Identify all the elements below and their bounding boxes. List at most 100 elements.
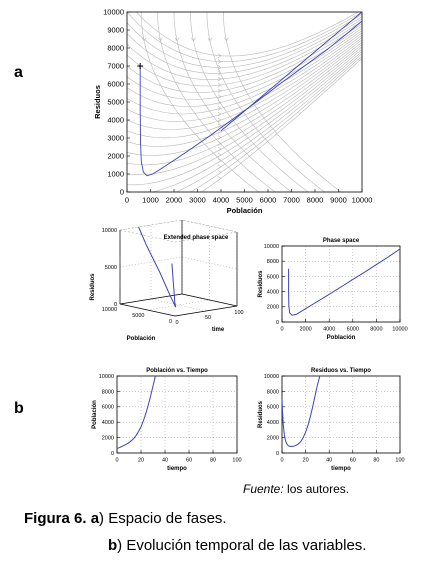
x-tick-label-b4-4: 80	[373, 458, 379, 464]
streamline-a-7	[127, 41, 362, 156]
x-tick-label-b3-4: 80	[210, 458, 216, 464]
x-axis-label-b2: Población	[327, 335, 356, 341]
x-axis-label-a: Población	[227, 206, 263, 215]
x-axis-label-b3: tiempo	[167, 466, 187, 472]
x-tick-label-a-0: 0	[125, 196, 129, 205]
y-tick-label-a-5: 5000	[107, 98, 124, 107]
stream-arrow-a-top-0	[141, 37, 147, 42]
y-tick-label-b3-1: 2000	[102, 436, 114, 442]
series-line-b2-0	[288, 248, 401, 316]
figure-caption-letter-b: b	[108, 537, 118, 554]
streamline-a-0	[201, 57, 362, 192]
y-tick-label-a-0: 0	[120, 188, 124, 197]
streamline-a-11	[127, 32, 362, 122]
stream-arrow-a-top-4	[207, 37, 213, 42]
series-line-b3-0	[116, 375, 156, 450]
streamline-a-18	[127, 16, 362, 74]
x-tick-label-b1-1: 50	[205, 315, 211, 321]
stream-arrow-a-15	[217, 88, 222, 94]
stream-arrow-a-2	[217, 164, 222, 169]
y-tick-label-b1-0: 0	[114, 302, 117, 308]
figure-caption-line-1: Figura 6. a) Espacio de fases.	[24, 510, 227, 527]
streamline-a-21	[135, 12, 359, 57]
stream-arrow-a-7	[217, 135, 222, 140]
figure-caption-text-b: ) Evolución temporal de las variables.	[117, 537, 367, 554]
stream-arrow-a-5	[217, 146, 222, 152]
y-tick-label-b4-1: 2000	[267, 436, 279, 442]
y-axis-label-a: Residuos	[93, 85, 102, 119]
figure-caption-letter-a: a	[90, 510, 100, 527]
stream-arrow-a-20	[217, 59, 222, 64]
x-axis-label-b4: tiempo	[331, 466, 351, 472]
x-tick-label-a-3: 3000	[189, 196, 206, 205]
x-tick-label-b4-5: 100	[395, 458, 404, 464]
y-tick-label-b4-4: 8000	[267, 389, 279, 395]
streamlines-a	[127, 12, 362, 192]
x-tick-label-b1-2: 100	[234, 310, 243, 316]
axis-edge-b1-1	[119, 303, 176, 317]
panel-label-b: b	[14, 400, 24, 417]
y-tick-label-b4-0: 0	[276, 451, 279, 457]
y-tick-label-b3-5: 10000	[99, 374, 114, 380]
y-tick-label-b4-5: 10000	[264, 374, 279, 380]
stream-arrow-a-top-3	[191, 37, 196, 42]
stream-arrow-a-14	[217, 94, 222, 99]
x-tick-label-b3-5: 100	[232, 458, 241, 464]
x-tick-label-b4-2: 40	[326, 458, 332, 464]
chart-title-b1: Extended phase space	[164, 235, 229, 241]
stream-arrow-a-10	[217, 117, 222, 123]
plot-frame-b2	[281, 245, 401, 323]
streamline-a-top-1	[157, 12, 276, 192]
streamline-a-top-0	[140, 12, 259, 192]
y-tick-label-b2-3: 6000	[267, 274, 279, 280]
x-tick-label-b3-1: 20	[138, 458, 144, 464]
stream-arrow-a-1	[217, 170, 222, 175]
y-tick-label-b1-1: 5000	[105, 265, 117, 271]
gridline-b1-floor-p-1	[147, 299, 210, 311]
streamline-a-15	[127, 23, 362, 93]
y-tick-label-b1-2: 10000	[102, 228, 117, 234]
streamline-a-top-2	[173, 12, 292, 192]
plot-frame-a	[126, 11, 363, 193]
streamline-a-16	[127, 20, 362, 87]
x-tick-label-a-7: 7000	[283, 196, 300, 205]
y-tick-label-b2-5: 10000	[264, 244, 279, 250]
y-tick-label-a-10: 10000	[103, 8, 124, 17]
gridline-b1-r-2	[119, 219, 238, 233]
x-tick-label-b3-2: 40	[162, 458, 168, 464]
streamline-a-12	[127, 30, 362, 115]
streamline-a-17	[127, 18, 362, 80]
y-tick-label-b3-0: 0	[111, 451, 114, 457]
x-tick-label-b4-1: 20	[303, 458, 309, 464]
y-tick-label-a-8: 8000	[107, 44, 124, 53]
x-axis-label-b1: time	[212, 327, 225, 333]
start-marker-a	[137, 63, 144, 69]
streamline-a-4	[127, 48, 362, 186]
figure-caption-label: Figura 6.	[24, 510, 87, 527]
x-tick-label-a-1: 1000	[142, 196, 159, 205]
y-tick-label-b2-4: 8000	[267, 259, 279, 265]
series-line-b4-0	[281, 375, 321, 448]
streamline-a-10	[127, 34, 362, 130]
y-tick-label-b3-2: 4000	[102, 420, 114, 426]
y-tick-label-a-7: 7000	[107, 62, 124, 71]
y-tick-label-b2-2: 4000	[267, 290, 279, 296]
figure-caption-text-a: ) Espacio de fases.	[99, 510, 227, 527]
series-line-a-0	[139, 20, 363, 177]
x-tick-label-a-8: 8000	[307, 196, 324, 205]
streamline-a-19	[127, 13, 362, 68]
stream-arrow-a-3	[217, 158, 222, 164]
chart-title-b4: Residuos vs. Tiempo	[311, 368, 371, 374]
stream-arrow-a-top-1	[158, 37, 163, 42]
gridline-b1-r-1	[119, 256, 238, 270]
stream-arrow-a-19	[217, 65, 222, 70]
streamline-a-3	[151, 51, 362, 192]
x-tick-label-b2-5: 10000	[392, 327, 407, 333]
x-tick-label-b1-0: 0	[175, 320, 178, 326]
gridline-b1-r-0	[119, 293, 238, 307]
x-tick-label-a-9: 9000	[330, 196, 347, 205]
chart-title-b2: Phase space	[323, 238, 360, 244]
stream-arrow-a-top-5	[224, 37, 229, 42]
x-tick-label-b2-2: 4000	[323, 327, 335, 333]
